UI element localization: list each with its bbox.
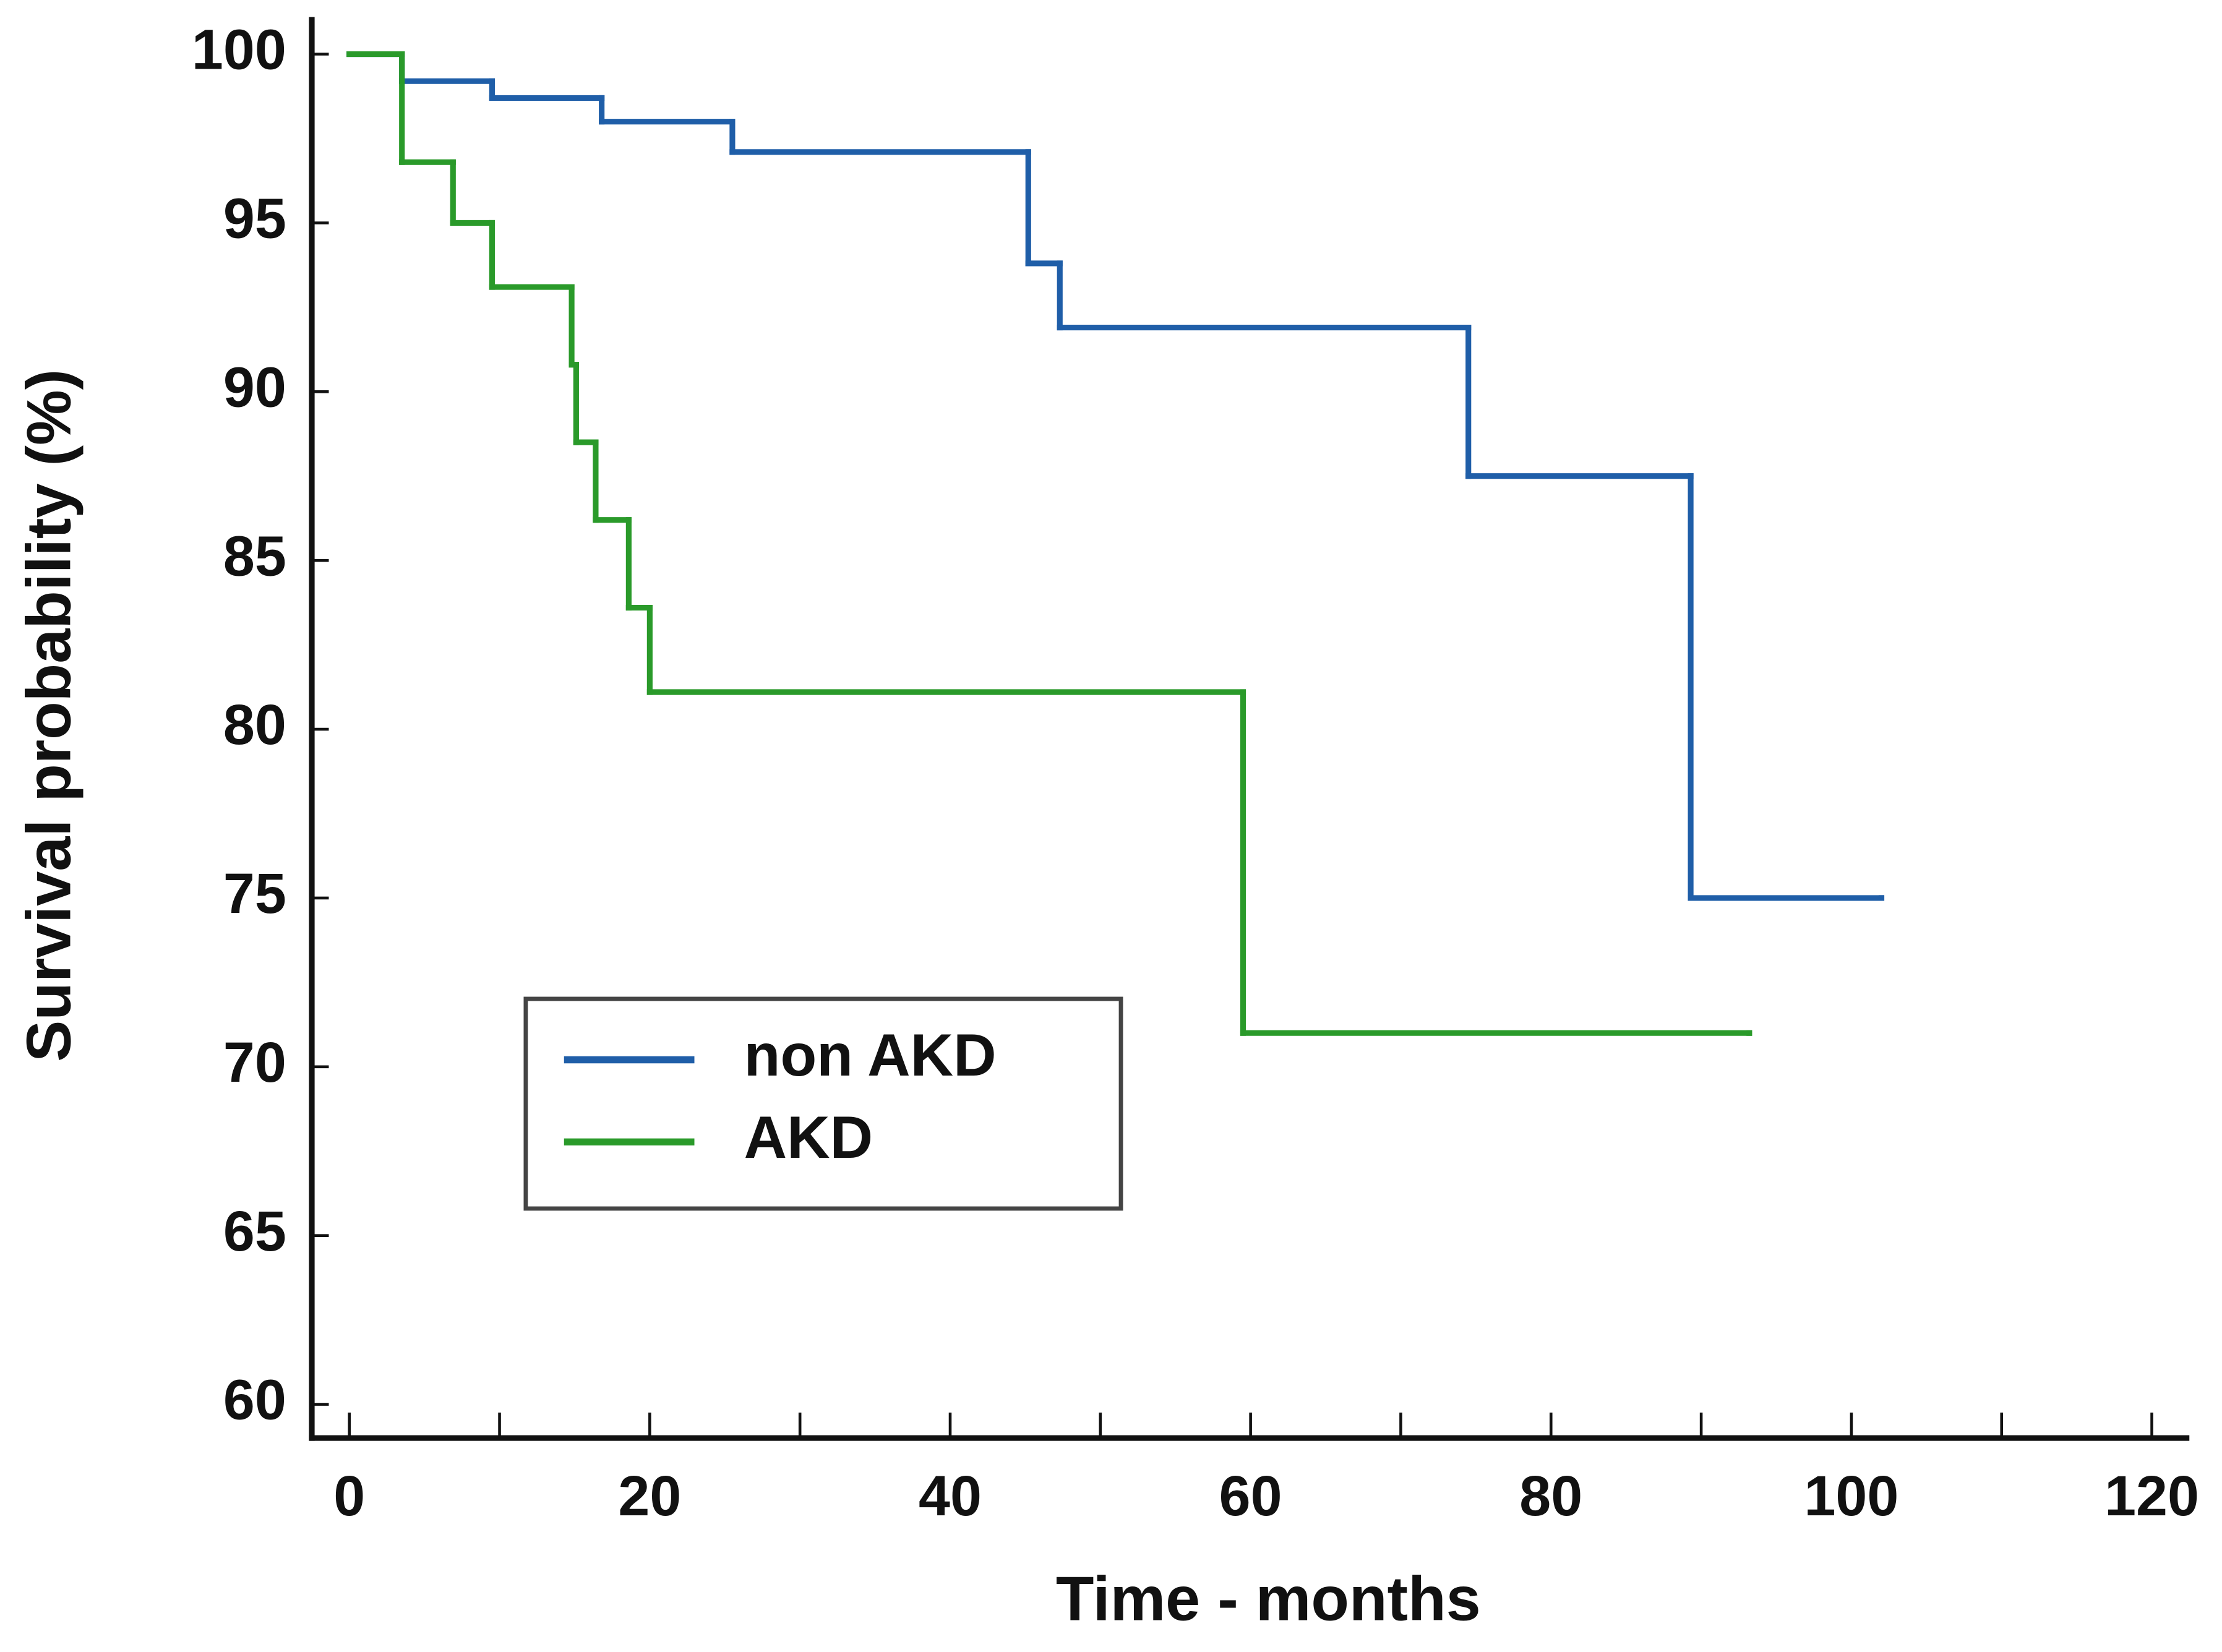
x-axis-title: Time - months xyxy=(1056,1565,1481,1634)
legend-label: non AKD xyxy=(744,1022,997,1089)
x-tick-label: 120 xyxy=(2104,1465,2199,1528)
y-tick-label: 100 xyxy=(192,19,286,82)
x-tick-label: 60 xyxy=(1219,1465,1282,1528)
y-tick-label: 60 xyxy=(223,1369,286,1432)
legend-label: AKD xyxy=(744,1105,873,1171)
x-tick-label: 20 xyxy=(618,1465,681,1528)
x-tick-label: 80 xyxy=(1519,1465,1582,1528)
y-tick-label: 95 xyxy=(223,187,286,250)
y-tick-label: 90 xyxy=(223,356,286,419)
y-axis-title: Survival probability (%) xyxy=(15,369,84,1062)
x-tick-label: 100 xyxy=(1804,1465,1898,1528)
y-tick-label: 75 xyxy=(223,862,286,925)
x-tick-label: 40 xyxy=(919,1465,982,1528)
y-tick-label: 85 xyxy=(223,524,286,588)
legend-box xyxy=(523,996,1123,1211)
y-tick-label: 65 xyxy=(223,1200,286,1263)
x-tick-label: 0 xyxy=(333,1465,365,1528)
y-tick-label: 70 xyxy=(223,1031,286,1094)
y-tick-label: 80 xyxy=(223,693,286,756)
